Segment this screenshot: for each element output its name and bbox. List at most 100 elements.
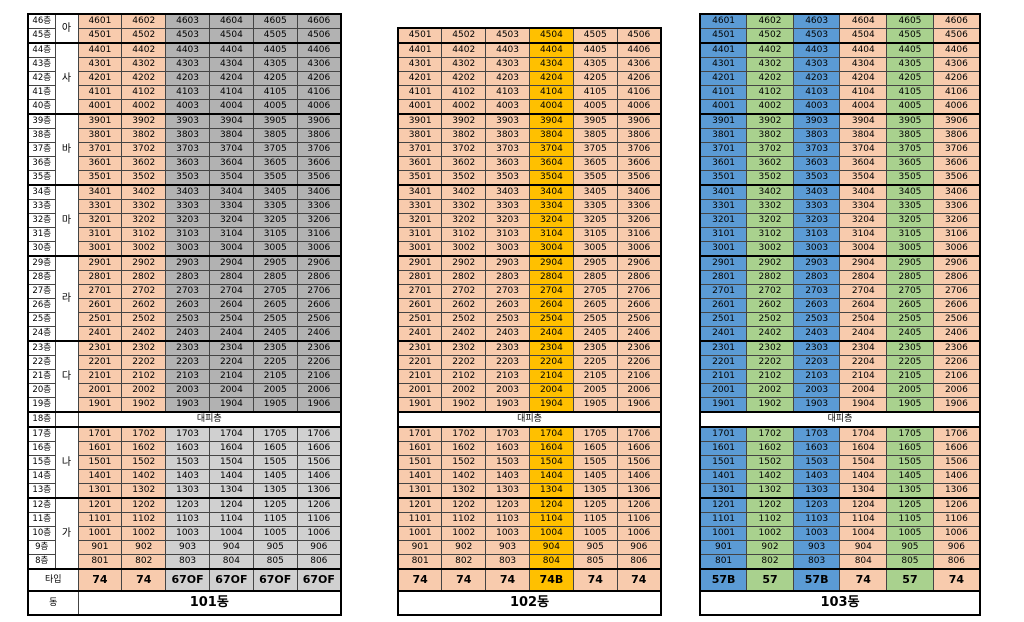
unit-cell: 2802 bbox=[121, 270, 167, 285]
floor-label: 10층 bbox=[27, 526, 56, 541]
unit-cell: 4003 bbox=[485, 99, 530, 115]
unit-cell: 801 bbox=[397, 554, 443, 570]
unit-cell: 3402 bbox=[441, 184, 487, 200]
unit-cell: 2805 bbox=[886, 270, 934, 285]
unit-cell: 2404 bbox=[839, 326, 888, 342]
unit-cell: 3802 bbox=[441, 128, 487, 143]
unit-cell: 804 bbox=[839, 554, 888, 570]
unit-cell: 3305 bbox=[252, 199, 298, 214]
unit-type-cell: 74 bbox=[932, 568, 981, 592]
unit-cell: 901 bbox=[699, 540, 748, 555]
floor-label: 38층 bbox=[27, 128, 56, 143]
unit-cell: 1901 bbox=[699, 397, 748, 413]
floor-row: 4301 4302 4303 4304 4305 4306 bbox=[397, 57, 662, 72]
floor-row: 3901 3902 3903 3904 3905 3906 bbox=[397, 113, 662, 129]
unit-cell: 2706 bbox=[296, 284, 342, 299]
unit-cell: 3706 bbox=[932, 142, 981, 157]
unit-cell: 2605 bbox=[572, 298, 618, 313]
floor-label: 36층 bbox=[27, 156, 56, 171]
unit-cell: 3702 bbox=[746, 142, 794, 157]
unit-cell: 4504 bbox=[528, 27, 574, 44]
floor-row: 12층 가 1201 1202 1203 1204 1205 1206 bbox=[27, 497, 342, 570]
unit-cell: 801 bbox=[77, 554, 123, 570]
unit-cell: 2103 bbox=[485, 369, 530, 384]
unit-cell: 3605 bbox=[252, 156, 298, 171]
unit-cell: 903 bbox=[485, 540, 530, 555]
unit-cell: 3305 bbox=[886, 199, 934, 214]
unit-cell: 1302 bbox=[121, 483, 167, 499]
unit-cell: 4205 bbox=[252, 71, 298, 86]
unit-cell: 2502 bbox=[441, 312, 487, 327]
unit-cell: 3404 bbox=[528, 184, 574, 200]
floor-row: 2401 2402 2403 2404 2405 2406 bbox=[397, 326, 662, 342]
unit-cell: 2502 bbox=[121, 312, 167, 327]
floor-row: 4201 4202 4203 4204 4205 4206 bbox=[397, 71, 662, 86]
unit-cell: 4306 bbox=[296, 57, 342, 72]
unit-cell: 2201 bbox=[699, 355, 748, 370]
unit-cell: 3006 bbox=[296, 241, 342, 257]
unit-cell: 2405 bbox=[886, 326, 934, 342]
unit-cell: 1103 bbox=[485, 512, 530, 527]
unit-cell: 3004 bbox=[208, 241, 254, 257]
unit-cell: 1601 bbox=[397, 441, 443, 456]
unit-cell: 3705 bbox=[252, 142, 298, 157]
unit-cell: 2505 bbox=[886, 312, 934, 327]
unit-cell: 3605 bbox=[572, 156, 618, 171]
unit-cell: 4305 bbox=[572, 57, 618, 72]
unit-cell: 2503 bbox=[792, 312, 841, 327]
unit-cell: 2903 bbox=[485, 255, 530, 271]
floor-row: 801 802 803 804 805 806 bbox=[699, 554, 981, 570]
unit-cell: 806 bbox=[296, 554, 342, 570]
unit-cell: 1305 bbox=[252, 483, 298, 499]
unit-cell: 3604 bbox=[208, 156, 254, 171]
unit-cell: 1506 bbox=[616, 455, 662, 470]
unit-type-cell: 57B bbox=[699, 568, 748, 592]
floor-row: 1601 1602 1603 1604 1605 1606 bbox=[397, 441, 662, 456]
unit-cell: 1004 bbox=[839, 526, 888, 541]
unit-cell: 3501 bbox=[699, 170, 748, 186]
section-label: 다 bbox=[54, 340, 79, 413]
unit-cell: 4304 bbox=[208, 57, 254, 72]
unit-cell: 1603 bbox=[792, 441, 841, 456]
unit-cell: 1601 bbox=[699, 441, 748, 456]
unit-cell: 2906 bbox=[616, 255, 662, 271]
unit-cell: 3801 bbox=[77, 128, 123, 143]
unit-cell: 1603 bbox=[485, 441, 530, 456]
unit-cell: 2004 bbox=[208, 383, 254, 398]
unit-cell: 4403 bbox=[792, 42, 841, 58]
unit-cell: 1205 bbox=[252, 497, 298, 513]
unit-cell: 2204 bbox=[839, 355, 888, 370]
floor-label: 18층 bbox=[27, 411, 56, 428]
floor-row: 4001 4002 4003 4004 4005 4006 bbox=[397, 99, 662, 115]
unit-cell: 3904 bbox=[208, 113, 254, 129]
unit-cell: 1004 bbox=[208, 526, 254, 541]
unit-cell: 3001 bbox=[699, 241, 748, 257]
unit-cell: 2205 bbox=[572, 355, 618, 370]
unit-cell: 4405 bbox=[886, 42, 934, 58]
floor-label: 9층 bbox=[27, 540, 56, 555]
unit-cell: 3701 bbox=[699, 142, 748, 157]
unit-cell: 1704 bbox=[839, 426, 888, 442]
floor-row: 26층 2601 2602 2603 2604 2605 2606 bbox=[27, 298, 342, 313]
unit-cell: 2403 bbox=[485, 326, 530, 342]
unit-cell: 3305 bbox=[572, 199, 618, 214]
unit-cell: 4402 bbox=[746, 42, 794, 58]
unit-cell: 1005 bbox=[252, 526, 298, 541]
unit-cell: 3401 bbox=[699, 184, 748, 200]
unit-cell: 1906 bbox=[616, 397, 662, 413]
floor-row: 2501 2502 2503 2504 2505 2506 bbox=[397, 312, 662, 327]
unit-cell: 1705 bbox=[886, 426, 934, 442]
unit-cell: 3506 bbox=[932, 170, 981, 186]
unit-cell: 1203 bbox=[165, 497, 210, 513]
unit-cell: 3706 bbox=[616, 142, 662, 157]
floor-row: 3101 3102 3103 3104 3105 3106 bbox=[699, 227, 981, 242]
unit-cell: 4401 bbox=[397, 42, 443, 58]
unit-cell: 2801 bbox=[699, 270, 748, 285]
unit-cell: 1503 bbox=[792, 455, 841, 470]
unit-cell: 4606 bbox=[932, 13, 981, 29]
unit-cell: 1401 bbox=[77, 469, 123, 484]
floor-label: 31층 bbox=[27, 227, 56, 242]
unit-cell: 2906 bbox=[932, 255, 981, 271]
unit-cell: 4401 bbox=[77, 42, 123, 58]
unit-cell: 2701 bbox=[699, 284, 748, 299]
